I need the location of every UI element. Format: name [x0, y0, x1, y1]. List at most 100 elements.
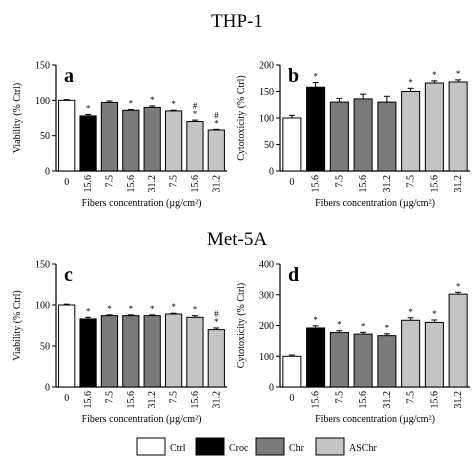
bar-chr	[329, 101, 349, 172]
legend-swatch-ctrl	[136, 437, 166, 456]
significance-hash: #	[214, 309, 219, 319]
legend-swatch-aschr	[315, 437, 345, 456]
y-axis-label: Cytotoxicity (% Ctrl)	[236, 283, 247, 369]
x-tick-label: 15.6	[126, 175, 137, 193]
significance-star: *	[214, 317, 219, 327]
significance-star: *	[171, 302, 176, 312]
y-axis-label: Viability (% Ctrl)	[12, 83, 23, 154]
x-axis-label: Fibers concentration (µg/cm²)	[82, 414, 202, 425]
bar-croc	[306, 86, 326, 172]
x-tick-label: 15.6	[311, 391, 322, 409]
significance-star: *	[361, 321, 366, 331]
x-tick-label: 15.6	[83, 175, 94, 193]
x-tick-label: 15.6	[311, 175, 322, 193]
y-tick-label: 200	[259, 321, 274, 332]
significance-star: *	[193, 305, 198, 315]
y-tick-label: 50	[40, 342, 50, 353]
x-axis-label: Fibers concentration (µg/cm²)	[82, 198, 202, 209]
y-tick-label: 100	[259, 352, 274, 363]
significance-star: *	[408, 307, 413, 317]
x-tick-label: 7.5	[406, 391, 417, 404]
x-axis-label: Fibers concentration (µg/cm²)	[315, 414, 435, 425]
x-tick-label: 31.2	[382, 175, 393, 193]
x-tick-label: 0	[289, 177, 294, 188]
y-tick-label: 150	[35, 61, 50, 72]
bar-chr	[100, 315, 119, 388]
significance-star: *	[86, 103, 91, 113]
significance-star: *	[86, 306, 91, 316]
bar-croc	[306, 327, 326, 388]
bar-aschr	[448, 81, 468, 172]
section-title-met5a: Met-5A	[207, 229, 267, 250]
bar-aschr	[448, 293, 468, 388]
x-tick-label: 31.2	[147, 391, 158, 409]
y-tick-label: 150	[35, 260, 50, 271]
chart-panel-b: 0 50 100 150 200 0 * 15.6 7.5 15.6 31.2 * 7.5 * 15.6 * 3…	[236, 61, 470, 209]
bar-ctrl	[282, 117, 302, 172]
legend-label-ctrl: Ctrl	[170, 443, 186, 454]
x-tick-label: 15.6	[429, 391, 440, 409]
x-tick-label: 7.5	[334, 175, 345, 188]
bar-ctrl	[58, 99, 76, 172]
bar-chr	[100, 101, 119, 172]
significance-star: *	[313, 315, 318, 325]
y-tick-label: 0	[269, 167, 274, 178]
bar-croc	[79, 115, 97, 172]
legend-swatch-croc	[195, 437, 225, 456]
bar-chr	[353, 333, 373, 388]
x-tick-label: 15.6	[126, 391, 137, 409]
legend-swatch-chr	[255, 437, 285, 456]
bar-aschr	[207, 129, 225, 172]
y-tick-label: 300	[259, 290, 274, 301]
y-tick-label: 0	[45, 167, 50, 178]
significance-star: *	[129, 304, 134, 314]
y-tick-label: 100	[259, 114, 274, 125]
y-axis-label: Viability (% Ctrl)	[12, 290, 23, 361]
bar-aschr	[164, 110, 183, 172]
bar-ctrl	[282, 355, 302, 388]
significance-star: *	[337, 320, 342, 330]
panel-letter: b	[288, 65, 299, 87]
bar-chr	[143, 106, 161, 172]
x-axis-label: Fibers concentration (µg/cm²)	[315, 198, 435, 209]
x-tick-label: 15.6	[429, 175, 440, 193]
bar-aschr	[186, 316, 204, 388]
significance-star: *	[193, 109, 198, 119]
bar-chr	[122, 315, 140, 388]
bar-aschr	[401, 91, 421, 172]
y-tick-label: 50	[40, 131, 50, 142]
x-tick-label: 15.6	[190, 175, 201, 193]
x-tick-label: 31.2	[453, 391, 464, 409]
x-tick-label: 7.5	[406, 175, 417, 188]
significance-star: *	[456, 281, 461, 291]
x-tick-label: 7.5	[104, 391, 115, 404]
significance-star: *	[456, 69, 461, 79]
section-title-thp1: THP-1	[211, 11, 263, 32]
bar-chr	[329, 332, 349, 388]
significance-star: *	[313, 71, 318, 81]
x-tick-label: 7.5	[334, 391, 345, 404]
bar-chr	[353, 98, 373, 172]
y-tick-label: 100	[35, 96, 50, 107]
x-tick-label: 7.5	[104, 175, 115, 188]
y-tick-label: 150	[259, 87, 274, 98]
x-tick-label: 15.6	[358, 391, 369, 409]
significance-star: *	[432, 309, 437, 319]
panel-letter: d	[288, 264, 299, 286]
bar-aschr	[424, 82, 444, 172]
y-axis-label: Cytotoxicity (% Ctrl)	[236, 75, 247, 161]
x-tick-label: 31.2	[453, 175, 464, 193]
x-tick-label: 31.2	[382, 391, 393, 409]
legend-label-aschr: ASChr	[349, 443, 377, 454]
significance-hash: #	[193, 101, 198, 111]
bar-chr	[377, 101, 397, 172]
x-tick-label: 15.6	[190, 391, 201, 409]
y-tick-label: 400	[259, 260, 274, 271]
bar-aschr	[164, 313, 183, 388]
legend-label-chr: Chr	[289, 443, 305, 454]
x-tick-label: 31.2	[147, 175, 158, 193]
panel-letter: a	[64, 65, 74, 87]
bar-aschr	[207, 329, 225, 388]
